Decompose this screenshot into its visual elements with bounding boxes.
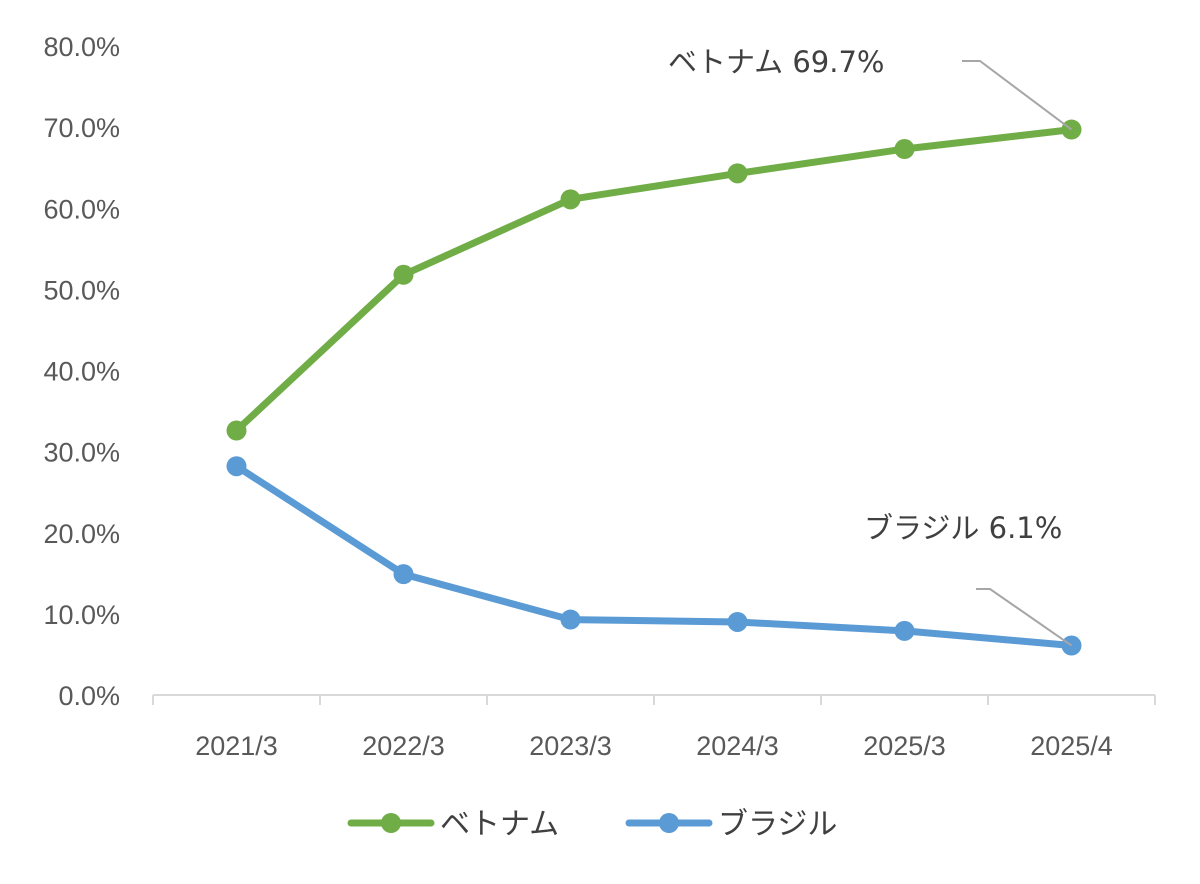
annotation-label: ブラジル 6.1% bbox=[864, 511, 1062, 545]
y-tick-label: 30.0% bbox=[43, 438, 120, 468]
annotation-leader-line bbox=[976, 588, 1073, 647]
y-tick-label: 80.0% bbox=[43, 32, 120, 62]
y-tick-label: 70.0% bbox=[43, 113, 120, 143]
legend-marker bbox=[381, 813, 401, 833]
y-tick-label: 50.0% bbox=[43, 275, 120, 305]
annotation-leader-line bbox=[962, 60, 1073, 131]
x-tick-label: 2022/3 bbox=[362, 731, 445, 761]
data-point bbox=[894, 620, 915, 641]
x-axis: 2021/3 2022/3 2023/3 2024/3 2025/3 2025/4 bbox=[152, 694, 1156, 761]
legend-label: ベトナム bbox=[440, 807, 559, 842]
data-point bbox=[226, 456, 247, 477]
data-point bbox=[226, 420, 247, 441]
y-tick-label: 0.0% bbox=[58, 681, 120, 711]
data-point bbox=[727, 611, 748, 632]
x-tick-label: 2025/4 bbox=[1030, 731, 1113, 761]
series-2 bbox=[226, 456, 1082, 656]
x-tick-label: 2024/3 bbox=[696, 731, 779, 761]
data-point bbox=[560, 609, 581, 630]
data-point bbox=[894, 139, 915, 160]
series-line bbox=[233, 462, 1075, 649]
data-point bbox=[393, 564, 414, 585]
x-tick-label: 2021/3 bbox=[195, 731, 278, 761]
data-point bbox=[393, 264, 414, 285]
series-1 bbox=[226, 119, 1082, 441]
data-point bbox=[727, 163, 748, 184]
y-axis-labels: 0.0% 10.0% 20.0% 30.0% 40.0% 50.0% 60.0% 70.0% 8… bbox=[43, 32, 120, 711]
legend-label: ブラジル bbox=[718, 807, 837, 842]
y-tick-label: 40.0% bbox=[43, 357, 120, 387]
data-point bbox=[560, 189, 581, 210]
annotation-layer: ベトナム 69.7% ブラジル 6.1% bbox=[668, 45, 1073, 647]
y-tick-label: 60.0% bbox=[43, 194, 120, 224]
x-tick-label: 2023/3 bbox=[529, 731, 612, 761]
series-layer bbox=[226, 119, 1082, 656]
legend-item: ブラジル bbox=[625, 807, 837, 842]
x-tick-label: 2025/3 bbox=[863, 731, 946, 761]
series-line bbox=[233, 126, 1075, 434]
y-tick-label: 20.0% bbox=[43, 519, 120, 549]
y-tick-label: 10.0% bbox=[43, 600, 120, 630]
legend: ベトナム ブラジル bbox=[347, 807, 837, 842]
legend-item: ベトナム bbox=[347, 807, 559, 842]
annotation-label: ベトナム 69.7% bbox=[668, 45, 884, 79]
legend-marker bbox=[659, 813, 679, 833]
